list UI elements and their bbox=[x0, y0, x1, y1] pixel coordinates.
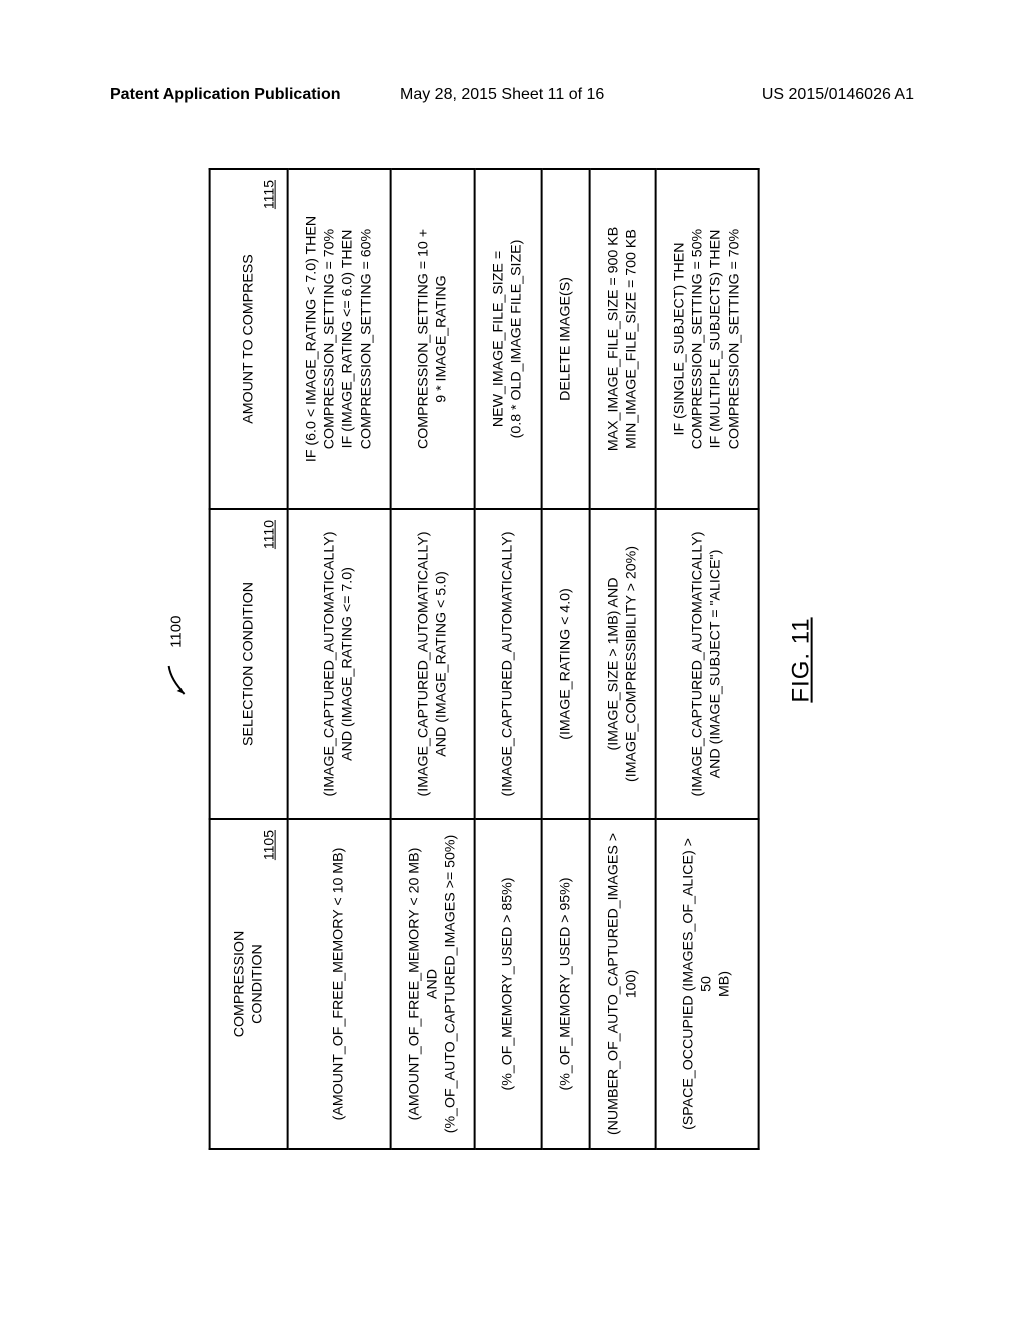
col-ref-number: 1105 bbox=[261, 830, 279, 860]
cell-c1: (NUMBER_OF_AUTO_CAPTURED_IMAGES >100) bbox=[589, 819, 655, 1149]
figure-wrapper: 1100 COMPRESSIONCONDITION 1105 SELECTION… bbox=[209, 170, 816, 1150]
header-left: Patent Application Publication bbox=[110, 86, 341, 104]
cell-c2: (IMAGE_RATING < 4.0) bbox=[541, 509, 589, 819]
table-header-row: COMPRESSIONCONDITION 1105 SELECTION COND… bbox=[210, 169, 288, 1149]
cell-c3: IF (SINGLE_SUBJECT) THENCOMPRESSION_SETT… bbox=[656, 169, 759, 509]
figure-reference-number: 1100 bbox=[168, 616, 185, 648]
cell-c1: (AMOUNT_OF_FREE_MEMORY < 20 MB) AND(%_OF… bbox=[390, 819, 475, 1149]
header-center: May 28, 2015 Sheet 11 of 16 bbox=[400, 86, 604, 104]
header-right: US 2015/0146026 A1 bbox=[762, 86, 914, 104]
cell-c3: IF (6.0 < IMAGE_RATING < 7.0) THENCOMPRE… bbox=[288, 169, 391, 509]
cell-c1: (SPACE_OCCUPIED (IMAGES_OF_ALICE) > 50MB… bbox=[656, 819, 759, 1149]
cell-c3: COMPRESSION_SETTING = 10 +9 * IMAGE_RATI… bbox=[390, 169, 475, 509]
patent-page: Patent Application Publication May 28, 2… bbox=[0, 0, 1024, 1320]
col-selection-condition: SELECTION CONDITION 1110 bbox=[210, 509, 288, 819]
cell-c1: (AMOUNT_OF_FREE_MEMORY < 10 MB) bbox=[288, 819, 391, 1149]
cell-c3: MAX_IMAGE_FILE_SIZE = 900 KBMIN_IMAGE_FI… bbox=[589, 169, 655, 509]
col-title: AMOUNT TO COMPRESS bbox=[241, 254, 257, 424]
col-compression-condition: COMPRESSIONCONDITION 1105 bbox=[210, 819, 288, 1149]
col-title: SELECTION CONDITION bbox=[241, 582, 257, 746]
rules-table: COMPRESSIONCONDITION 1105 SELECTION COND… bbox=[209, 168, 760, 1150]
cell-c2: (IMAGE_CAPTURED_AUTOMATICALLY)AND (IMAGE… bbox=[656, 509, 759, 819]
table-row: (AMOUNT_OF_FREE_MEMORY < 20 MB) AND(%_OF… bbox=[390, 169, 475, 1149]
figure-reference-arrow: 1100 bbox=[165, 616, 189, 702]
col-amount-to-compress: AMOUNT TO COMPRESS 1115 bbox=[210, 169, 288, 509]
col-ref-number: 1115 bbox=[261, 180, 279, 209]
col-title: COMPRESSIONCONDITION bbox=[231, 931, 265, 1037]
cell-c1: (%_OF_MEMORY_USED > 85%) bbox=[475, 819, 541, 1149]
arrow-icon bbox=[165, 662, 189, 702]
cell-c2: (IMAGE_SIZE > 1MB) AND(IMAGE_COMPRESSIBI… bbox=[589, 509, 655, 819]
table-row: (AMOUNT_OF_FREE_MEMORY < 10 MB) (IMAGE_C… bbox=[288, 169, 391, 1149]
figure-caption: FIG. 11 bbox=[787, 170, 815, 1150]
table-row: (SPACE_OCCUPIED (IMAGES_OF_ALICE) > 50MB… bbox=[656, 169, 759, 1149]
cell-c2: (IMAGE_CAPTURED_AUTOMATICALLY) bbox=[475, 509, 541, 819]
table-row: (NUMBER_OF_AUTO_CAPTURED_IMAGES >100) (I… bbox=[589, 169, 655, 1149]
col-ref-number: 1110 bbox=[261, 520, 279, 549]
cell-c3: DELETE IMAGE(S) bbox=[541, 169, 589, 509]
table-body: (AMOUNT_OF_FREE_MEMORY < 10 MB) (IMAGE_C… bbox=[288, 169, 759, 1149]
cell-c1: (%_OF_MEMORY_USED > 95%) bbox=[541, 819, 589, 1149]
table-row: (%_OF_MEMORY_USED > 95%) (IMAGE_RATING <… bbox=[541, 169, 589, 1149]
cell-c3: NEW_IMAGE_FILE_SIZE =(0.8 * OLD_IMAGE FI… bbox=[475, 169, 541, 509]
table-row: (%_OF_MEMORY_USED > 85%) (IMAGE_CAPTURED… bbox=[475, 169, 541, 1149]
cell-c2: (IMAGE_CAPTURED_AUTOMATICALLY)AND (IMAGE… bbox=[390, 509, 475, 819]
cell-c2: (IMAGE_CAPTURED_AUTOMATICALLY)AND (IMAGE… bbox=[288, 509, 391, 819]
